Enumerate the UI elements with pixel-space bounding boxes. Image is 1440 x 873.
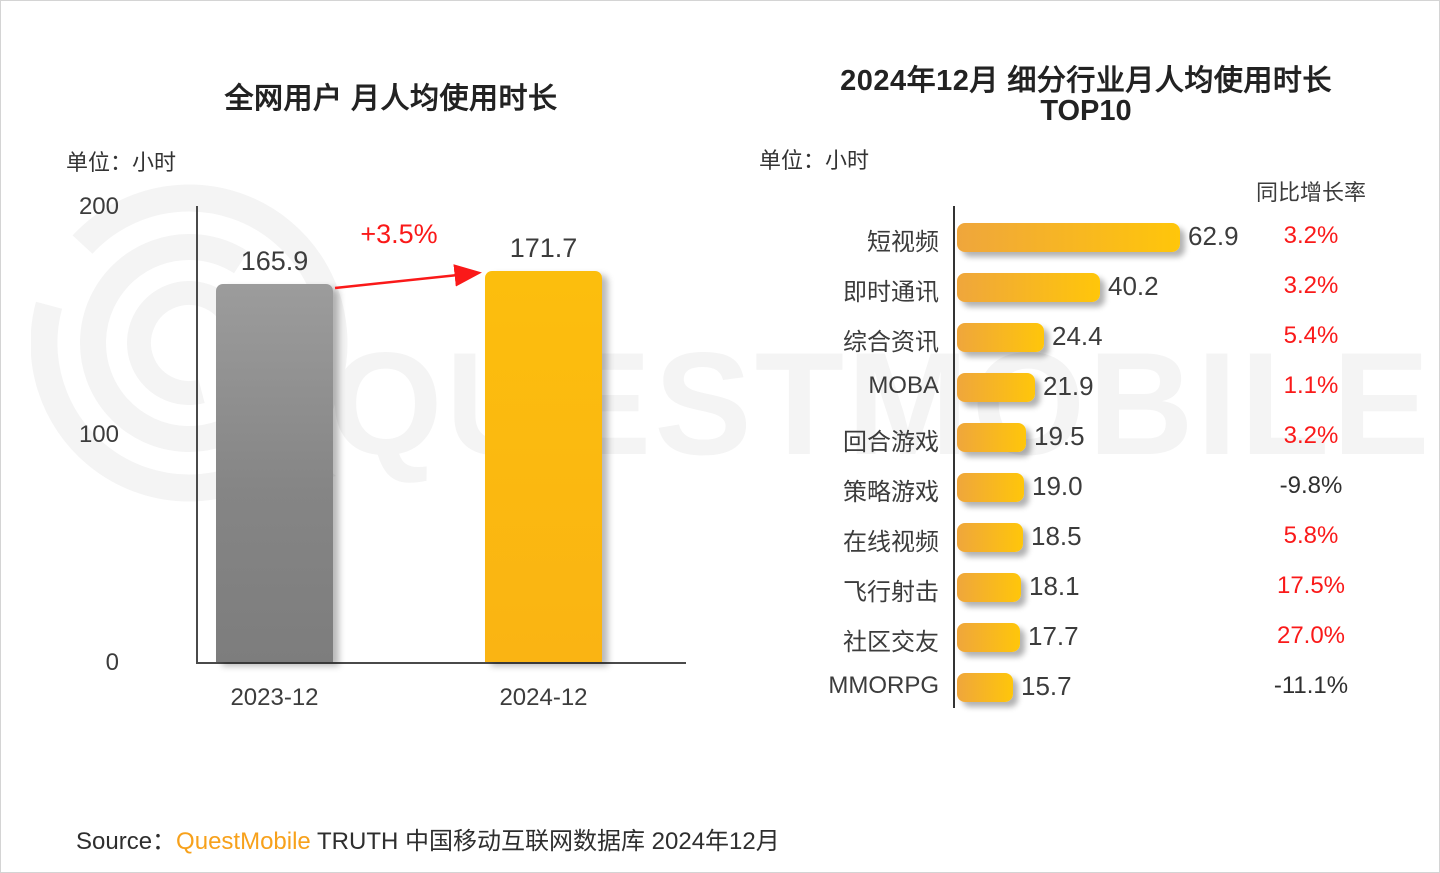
growth-rate-label: 3.2%	[1283, 272, 1339, 299]
bar-value-label: 171.7	[509, 233, 578, 263]
industry-value-label: 24.4	[1052, 321, 1103, 351]
industry-bar	[957, 573, 1021, 602]
industry-label: MMORPG	[828, 672, 939, 699]
industry-row-飞行射击: 飞行射击 18.1 17.5%	[741, 562, 1431, 612]
source-prefix: Source：	[76, 828, 177, 855]
growth-rate-label: 5.8%	[1283, 522, 1339, 549]
industry-bar	[957, 223, 1180, 252]
industry-row-回合游戏: 回合游戏 19.5 3.2%	[741, 412, 1431, 462]
bar-2023-12	[216, 284, 333, 662]
y-tick-label: 200	[78, 193, 119, 220]
industry-label: 即时通讯	[843, 279, 939, 306]
industry-bar	[957, 373, 1035, 402]
industry-bar	[957, 273, 1100, 302]
industry-row-短视频: 短视频 62.9 3.2%	[741, 212, 1431, 262]
y-tick-label: 0	[105, 649, 119, 676]
industry-label: 社区交友	[843, 629, 939, 656]
industry-row-社区交友: 社区交友 17.7 27.0%	[741, 612, 1431, 662]
industry-bar	[957, 673, 1013, 702]
industry-label: 在线视频	[843, 529, 939, 556]
top10-industry-chart: 2024年12月 细分行业月人均使用时长 TOP10 单位：小时 同比增长率 短…	[741, 49, 1431, 769]
source-suffix: TRUTH 中国移动互联网数据库 2024年12月	[310, 828, 780, 855]
right-y-axis	[953, 206, 955, 708]
industry-value-label: 18.5	[1031, 521, 1082, 551]
x-tick-label: 2023-12	[230, 684, 319, 711]
bar-value-label: 165.9	[240, 246, 309, 276]
growth-rate-label: 3.2%	[1283, 222, 1339, 249]
growth-rate-label: 3.2%	[1283, 422, 1339, 449]
growth-rate-label: -9.8%	[1279, 472, 1343, 499]
industry-value-label: 19.5	[1034, 421, 1085, 451]
left-chart-title: 全网用户 月人均使用时长	[224, 83, 558, 115]
monthly-usage-bar-chart: 全网用户 月人均使用时长 单位：小时 200 100 0 165.9 2023-12 1…	[61, 61, 721, 761]
industry-row-综合资讯: 综合资讯 24.4 5.4%	[741, 312, 1431, 362]
industry-row-在线视频: 在线视频 18.5 5.8%	[741, 512, 1431, 562]
industry-value-label: 21.9	[1043, 371, 1094, 401]
industry-label: MOBA	[868, 372, 939, 399]
industry-row-策略游戏: 策略游戏 19.0 -9.8%	[741, 462, 1431, 512]
industry-bar	[957, 473, 1024, 502]
industry-value-label: 15.7	[1021, 671, 1072, 701]
growth-rate-label: 5.4%	[1283, 322, 1339, 349]
industry-bar	[957, 623, 1020, 652]
industry-bar	[957, 323, 1044, 352]
left-x-axis	[196, 662, 686, 664]
right-chart-subtitle: TOP10	[1040, 95, 1132, 127]
growth-rate-label: -11.1%	[1273, 672, 1349, 699]
bar-2024-12	[485, 271, 602, 662]
industry-row-MOBA: MOBA 21.9 1.1%	[741, 362, 1431, 412]
industry-value-label: 19.0	[1032, 471, 1083, 501]
growth-rate-label: 17.5%	[1276, 572, 1346, 599]
industry-value-label: 62.9	[1188, 221, 1239, 251]
growth-rate-column-header: 同比增长率	[1255, 180, 1366, 205]
industry-label: 飞行射击	[843, 579, 939, 606]
industry-label: 综合资讯	[843, 329, 939, 356]
industry-bar	[957, 523, 1023, 552]
left-chart-unit-label: 单位：小时	[66, 150, 177, 175]
growth-rate-label: 27.0%	[1276, 622, 1346, 649]
left-y-axis	[196, 206, 198, 664]
growth-annotation: +3.5%	[360, 219, 438, 249]
growth-rate-label: 1.1%	[1283, 372, 1339, 399]
right-chart-title: 2024年12月 细分行业月人均使用时长	[840, 65, 1332, 97]
industry-value-label: 17.7	[1028, 621, 1079, 651]
industry-label: 策略游戏	[843, 479, 939, 506]
industry-row-MMORPG: MMORPG 15.7 -11.1%	[741, 662, 1431, 712]
industry-row-即时通讯: 即时通讯 40.2 3.2%	[741, 262, 1431, 312]
y-tick-label: 100	[78, 421, 119, 448]
right-chart-unit-label: 单位：小时	[759, 148, 870, 173]
x-tick-label: 2024-12	[499, 684, 588, 711]
source-brand: QuestMobile	[176, 828, 311, 855]
industry-label: 短视频	[867, 229, 939, 256]
source-line: Source：QuestMobile TRUTH 中国移动互联网数据库 2024…	[76, 821, 780, 856]
industry-label: 回合游戏	[843, 429, 939, 456]
industry-value-label: 18.1	[1029, 571, 1080, 601]
industry-bar	[957, 423, 1026, 452]
industry-value-label: 40.2	[1108, 271, 1159, 301]
